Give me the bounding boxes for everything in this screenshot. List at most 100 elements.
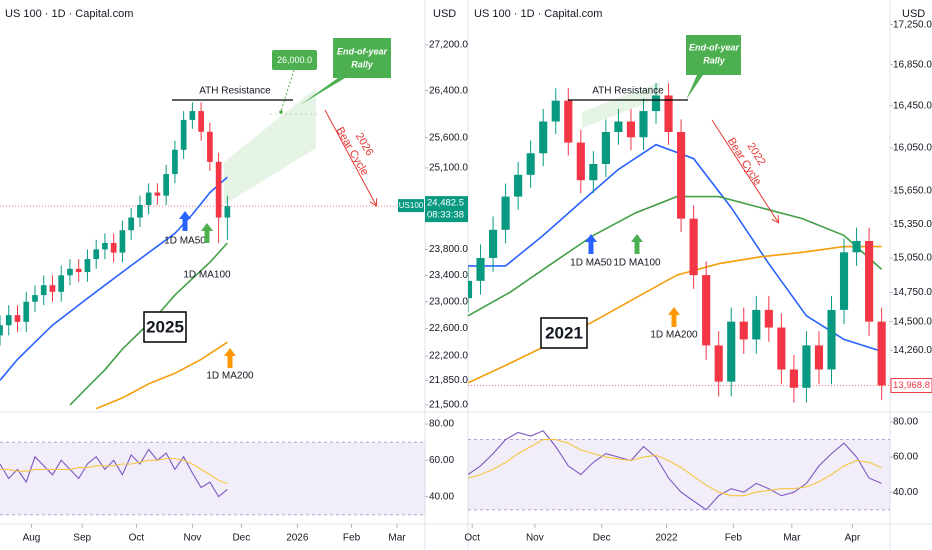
candle-body — [49, 285, 56, 292]
currency: USD — [433, 8, 456, 20]
candle-body — [128, 217, 135, 231]
target-dot — [279, 110, 283, 114]
candle-body — [75, 268, 82, 273]
y-tick-label: 80.00 — [429, 419, 454, 430]
candle-body — [180, 119, 187, 150]
candle-body — [5, 315, 12, 326]
candle-body — [551, 100, 560, 122]
price-tag-label: 13,968.8 — [893, 380, 930, 391]
symbol-tag-label: US100 — [399, 201, 424, 210]
y-tick-label: 22,200.0 — [429, 351, 468, 362]
candle-body — [172, 149, 178, 175]
candle-body — [198, 111, 204, 132]
projection-area — [582, 82, 660, 128]
y-tick-label: 21,500.0 — [429, 400, 468, 411]
rsi-line — [0, 457, 228, 485]
candle-body — [752, 309, 761, 340]
symbol-header: US 100 · 1D · Capital.com — [474, 8, 602, 20]
candle-body — [476, 257, 485, 281]
rsi-line — [468, 439, 882, 497]
candle-body — [145, 192, 152, 206]
target-pointer — [280, 69, 295, 112]
candle-body — [852, 241, 861, 253]
y-tick-label: 23,800.0 — [429, 244, 468, 255]
x-tick-label: Nov — [526, 533, 544, 544]
axes: 27,200.0 26,400.0 25,600.0 25,100.0 23,800.0… — [23, 19, 932, 544]
candle-body — [163, 174, 169, 196]
ma-arrow — [631, 234, 643, 254]
y-tick-label: 15,650.0 — [893, 186, 932, 197]
rally-label: End-of-year — [337, 46, 388, 56]
candle-body — [514, 174, 523, 197]
ma-label: 1D MA100 — [183, 270, 231, 281]
ma-label: 1D MA100 — [613, 258, 661, 269]
candle-body — [224, 206, 231, 218]
rsi-line — [468, 430, 882, 511]
rally-callout — [300, 38, 391, 105]
y-tick-label: 14,500.0 — [893, 316, 932, 327]
y-tick-label: 15,350.0 — [893, 219, 932, 230]
candle-body — [32, 295, 38, 302]
candle-body — [110, 242, 117, 253]
candle-body — [564, 100, 573, 143]
projection-area — [224, 88, 316, 205]
y-tick-label: 26,400.0 — [429, 85, 468, 96]
x-tick-label: Dec — [593, 533, 611, 544]
candle-body — [589, 163, 598, 181]
y-tick-label: 17,250.0 — [893, 19, 932, 30]
moving-average — [468, 195, 883, 317]
y-tick-label: 16,450.0 — [893, 100, 932, 111]
candle-body — [839, 252, 849, 310]
ath-label: ATH Resistance — [199, 86, 271, 97]
ma-label: 1D MA200 — [650, 330, 698, 341]
candle-body — [137, 205, 143, 218]
y-tick-label: 23,400.0 — [429, 270, 468, 281]
symbol-tag — [398, 199, 424, 213]
bear-label: 2022 Bear Cycle — [725, 136, 768, 188]
symbol-header: US 100 · 1D · Capital.com — [5, 8, 133, 20]
candle-body — [877, 321, 886, 386]
ma-arrow — [668, 307, 680, 327]
x-tick-label: 2022 — [655, 533, 678, 544]
ma-label: 1D MA50 — [164, 236, 206, 247]
candle-body — [739, 321, 748, 340]
rally-label: End-of-year — [689, 42, 740, 52]
candle-body — [501, 196, 510, 230]
candle-body — [664, 95, 673, 133]
year-box — [540, 317, 588, 349]
price-tag-label: 24,482.5 — [427, 198, 464, 209]
x-tick-label: Aug — [23, 533, 41, 544]
y-tick-label: 60.00 — [429, 455, 454, 466]
rsi-band — [0, 442, 425, 515]
ma-label: 1D MA50 — [570, 258, 612, 269]
bear-label: 2026 Bear Cycle — [333, 125, 375, 178]
ma-arrow — [179, 211, 191, 231]
candle-body — [23, 301, 30, 322]
target-box — [272, 50, 317, 70]
candle-body — [215, 161, 222, 218]
y-tick-label: 21,850.0 — [429, 375, 468, 386]
rsi-pane — [468, 430, 890, 511]
countdown-label: 08:33:38 — [427, 210, 464, 221]
y-tick-label: 23,000.0 — [429, 296, 468, 307]
y-tick-label: 25,600.0 — [429, 132, 468, 143]
candle-body — [714, 345, 723, 382]
x-tick-label: Nov — [183, 533, 201, 544]
candle-body — [601, 132, 610, 164]
candle-body — [67, 268, 73, 276]
y-tick-label: 80.00 — [893, 417, 918, 428]
candle-body — [102, 242, 108, 250]
y-tick-label: 60.00 — [893, 452, 918, 463]
ma-arrow — [585, 234, 597, 254]
ma-arrow — [201, 223, 213, 243]
candle-body — [488, 229, 498, 258]
candle-body — [764, 309, 773, 328]
candle-body — [576, 142, 585, 181]
y-tick-label: 15,050.0 — [893, 253, 932, 264]
candle-body — [40, 285, 47, 296]
candle-body — [789, 369, 798, 388]
candle-body — [526, 153, 535, 175]
ma-label: 1D MA200 — [206, 371, 254, 382]
bear-arrow — [711, 119, 778, 222]
rsi-line — [0, 448, 228, 498]
